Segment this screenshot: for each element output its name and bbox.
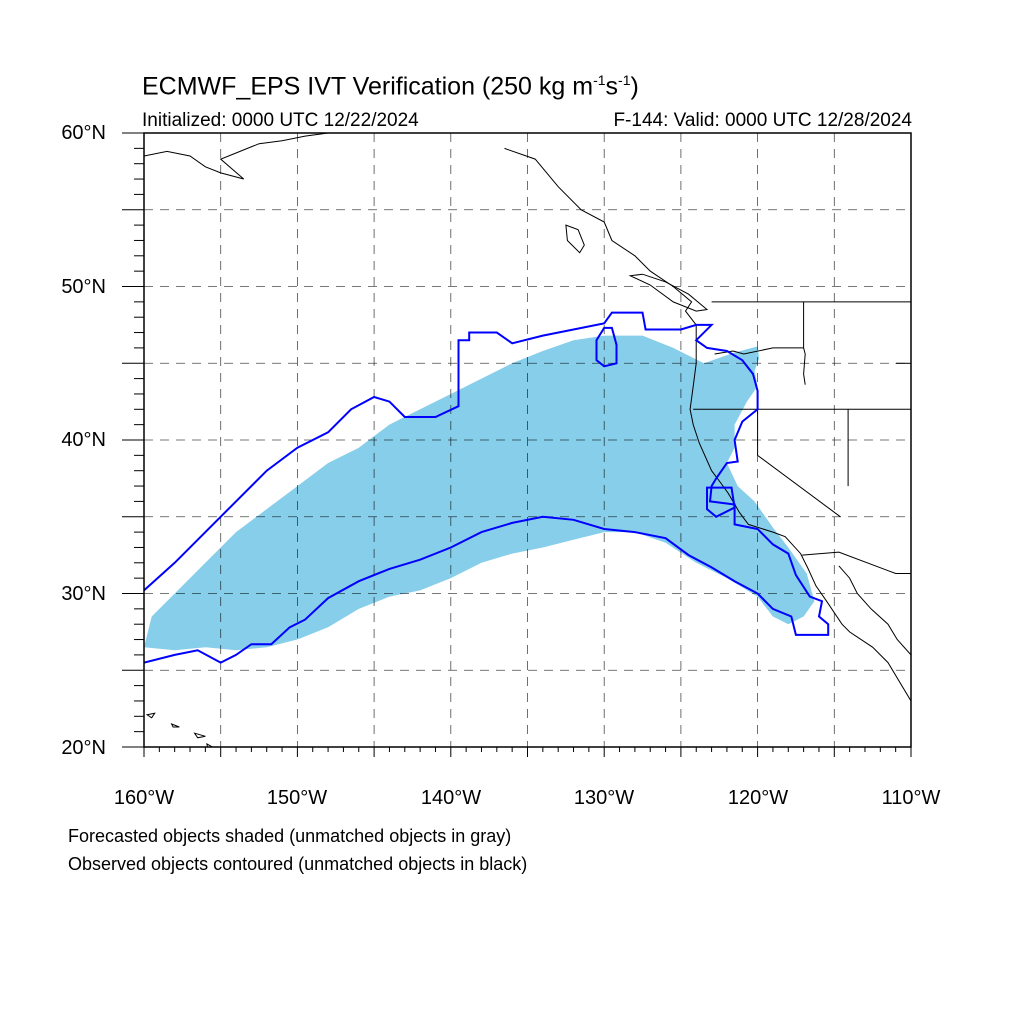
lon-label-120w: 120°W [727,787,789,809]
hawaii-island [193,732,206,739]
coastline [504,147,911,702]
forecast-object [144,335,815,651]
valid-time-label: F-144: Valid: 0000 UTC 12/28/2024 [613,110,912,131]
vancouver-island-outline [628,273,709,312]
chart-title: ECMWF_EPS IVT Verification (250 kg m-1s-… [142,72,639,101]
lon-label-150w: 150°W [266,787,328,809]
lon-label-140w: 140°W [420,787,482,809]
lat-label-40: 40°N [61,429,106,451]
haida-gwaii-outline [565,224,585,254]
map-frame [143,132,912,748]
legend-forecast: Forecasted objects shaded (unmatched obj… [68,826,512,846]
lon-label-160w: 160°W [113,787,175,809]
lon-label-130w: 130°W [573,787,635,809]
observed-contour-inner [595,326,618,368]
lat-label-30: 30°N [61,583,106,605]
observed-contour-california [706,486,736,518]
alaska-coastline [144,133,329,180]
lat-label-20: 20°N [61,737,106,759]
legend-observed: Observed objects contoured (unmatched ob… [68,854,528,874]
political-border [757,409,841,518]
lat-label-50: 50°N [61,276,106,298]
axis-ticks [122,132,912,757]
map-grid [144,133,911,747]
political-border [803,301,806,385]
observed-contour [144,311,830,664]
lon-label-110w: 110°W [881,787,941,809]
political-border [802,551,911,574]
lat-label-60: 60°N [61,122,106,144]
hawaii-island [170,723,180,728]
hawaii-island [145,712,156,719]
gulf-coastline [838,565,911,656]
initialized-label: Initialized: 0000 UTC 12/22/2024 [142,110,419,131]
